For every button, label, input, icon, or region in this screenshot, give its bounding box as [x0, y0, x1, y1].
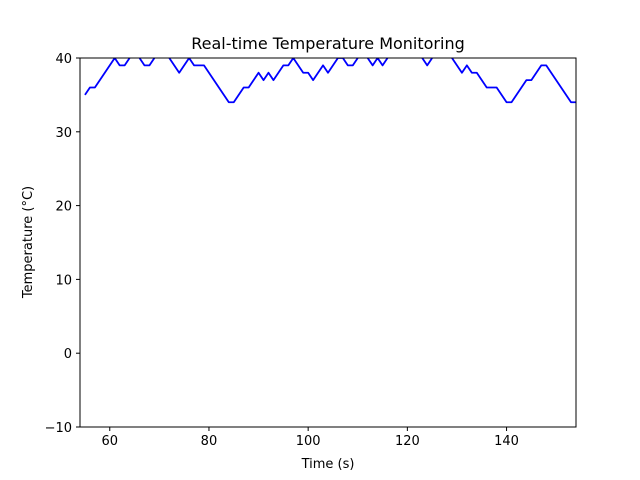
y-tick-label: −10	[45, 421, 72, 436]
x-tick-label: 60	[101, 434, 118, 449]
plot-frame	[79, 57, 577, 428]
y-tick-label: 10	[55, 273, 72, 288]
y-axis-label: Temperature (°C)	[21, 186, 36, 299]
y-tick-label: 0	[64, 347, 72, 362]
axis-ticks: 60 80 100 120 140 −10 0 10 20 30 40	[45, 52, 519, 449]
y-tick-label: 40	[55, 52, 72, 67]
y-tick-label: 30	[55, 126, 72, 141]
y-tick-label: 20	[55, 200, 72, 215]
x-tick-label: 120	[395, 434, 420, 449]
x-tick-label: 140	[494, 434, 519, 449]
plot-area	[84, 58, 576, 104]
x-tick-label: 80	[201, 434, 218, 449]
series-line-0	[84, 58, 576, 104]
x-tick-label: 100	[296, 434, 321, 449]
x-axis-label: Time (s)	[301, 457, 355, 472]
chart-title: Real-time Temperature Monitoring	[191, 34, 465, 53]
